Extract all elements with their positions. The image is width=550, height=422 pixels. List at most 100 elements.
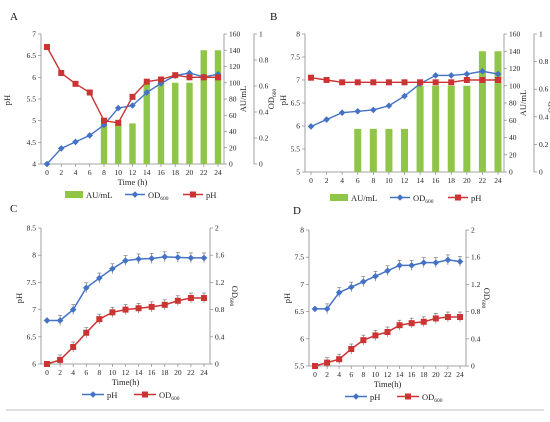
point-od600-A <box>129 102 136 109</box>
bar-aumL-B <box>385 128 393 172</box>
y-tick-label-right1-A: 80 <box>229 95 237 104</box>
point-od600-B <box>354 107 362 115</box>
x-tick-label-B: 14 <box>416 176 424 185</box>
point-ph-A <box>129 93 136 100</box>
x-tick-label-A: 14 <box>143 168 151 177</box>
y-tick-label-left-C: 8.5 <box>27 224 37 233</box>
x-tick-label-B: 6 <box>356 176 360 185</box>
y-tick-label-left-B: 5 <box>296 168 300 177</box>
y-tick-label-left-D: 5.5 <box>295 362 305 371</box>
x-tick-label-C: 18 <box>161 368 169 377</box>
x-axis-label-A: Time (h) <box>118 177 148 187</box>
point-ph-A <box>115 119 122 126</box>
x-tick-label-A: 18 <box>172 168 180 177</box>
y-tick-label-right1-A: 100 <box>229 78 241 87</box>
y-tick-label-right1-A: 120 <box>229 62 241 71</box>
x-tick-label-C: 12 <box>122 368 130 377</box>
y-tick-label-left-D: 7.5 <box>295 253 305 262</box>
point-od600-B <box>447 72 455 79</box>
x-tick-label-B: 8 <box>371 176 375 185</box>
point-od600-D <box>444 314 451 321</box>
y-tick-label-right2-B: 0.4 <box>539 112 549 121</box>
y-tick-label-right1-B: 40 <box>509 133 517 142</box>
point-ph-C <box>174 254 182 261</box>
legend-label-aumL-B: AU/mL <box>351 193 377 203</box>
x-tick-label-B: 18 <box>448 176 456 185</box>
y-tick-label-right2-B: 0.2 <box>539 140 549 149</box>
y-tick-label-right-D: 1.6 <box>471 253 481 262</box>
point-ph-B <box>354 79 361 86</box>
point-ph-D <box>408 262 415 269</box>
x-tick-label-C: 24 <box>200 368 208 377</box>
point-ph-D <box>311 305 319 313</box>
x-tick-label-D: 2 <box>325 370 329 379</box>
bar-aumL-B <box>432 85 440 172</box>
point-ph-B <box>308 74 314 81</box>
legend-label-aumL-A: AU/mL <box>86 190 112 200</box>
point-od600-B <box>370 106 377 114</box>
y-tick-label-right1-B: 160 <box>509 30 521 39</box>
y-tick-label-right1-B: 140 <box>509 47 521 56</box>
panel-label-A: A <box>10 11 18 23</box>
point-ph-C <box>96 274 103 282</box>
x-tick-label-A: 0 <box>45 168 49 177</box>
panel-label-D: D <box>293 205 301 217</box>
y-tick-label-right-C: 1.2 <box>215 278 225 287</box>
point-od600-A <box>143 89 151 96</box>
y-tick-label-right2-A: 0.8 <box>259 56 269 65</box>
y-tick-label-left-A: 4.5 <box>27 138 37 147</box>
y-tick-label-right2-B: 0.6 <box>539 85 549 94</box>
x-tick-label-A: 20 <box>186 168 194 177</box>
legend-label-ph-C: pH <box>107 390 117 400</box>
y-axis-label-right1-B: AU/mL <box>518 90 528 116</box>
point-ph-A <box>44 44 50 50</box>
x-tick-label-B: 12 <box>401 176 409 185</box>
bar-aumL-A <box>115 123 122 164</box>
point-od600-B <box>385 102 393 110</box>
point-ph-B <box>401 79 408 86</box>
point-od600-A <box>57 145 65 152</box>
point-od600-B <box>323 116 330 123</box>
y-tick-label-right2-A: 0.6 <box>259 82 269 91</box>
y-tick-label-left-B: 6.5 <box>291 99 301 108</box>
x-tick-label-C: 10 <box>109 368 117 377</box>
y-tick-label-left-C: 7 <box>32 305 36 314</box>
bar-aumL-A <box>200 50 207 164</box>
y-tick-label-left-D: 7 <box>300 280 304 289</box>
y-tick-label-right-D: 1.2 <box>471 280 481 289</box>
x-tick-label-C: 22 <box>187 368 195 377</box>
y-tick-label-right-C: 1.6 <box>215 251 225 260</box>
x-tick-label-D: 4 <box>337 370 341 379</box>
x-tick-label-C: 20 <box>174 368 182 377</box>
point-ph-A <box>101 117 107 124</box>
point-ph-D <box>372 272 379 280</box>
x-tick-label-C: 8 <box>97 368 101 377</box>
point-od600-D <box>432 315 439 322</box>
point-od600-D <box>384 329 391 335</box>
x-tick-label-C: 0 <box>45 368 49 377</box>
point-od600-C <box>201 295 207 302</box>
y-axis-label-left-D: pH <box>282 293 292 303</box>
x-tick-label-A: 12 <box>129 168 137 177</box>
y-tick-label-right2-B: 0 <box>539 168 543 177</box>
point-ph-A <box>215 74 221 81</box>
point-od600-C <box>70 344 77 350</box>
point-ph-A <box>172 72 179 79</box>
point-ph-B <box>417 79 424 86</box>
y-tick-label-left-B: 8 <box>296 30 300 39</box>
point-od600-B <box>479 67 486 75</box>
point-ph-D <box>347 283 355 291</box>
point-od600-D <box>396 322 403 329</box>
point-od600-D <box>420 318 427 325</box>
x-tick-label-B: 2 <box>325 176 329 185</box>
y-tick-label-right2-A: 0 <box>259 160 263 169</box>
legend-label-od600-A: OD600 <box>148 190 169 202</box>
point-ph-D <box>335 289 343 296</box>
point-od600-D <box>408 320 415 327</box>
y-tick-label-left-B: 5.5 <box>291 145 301 154</box>
bar-aumL-B <box>447 85 455 172</box>
y-axis-label-right2-B: OD600 <box>546 92 550 113</box>
point-od600-C <box>187 295 194 302</box>
point-ph-D <box>323 305 331 313</box>
